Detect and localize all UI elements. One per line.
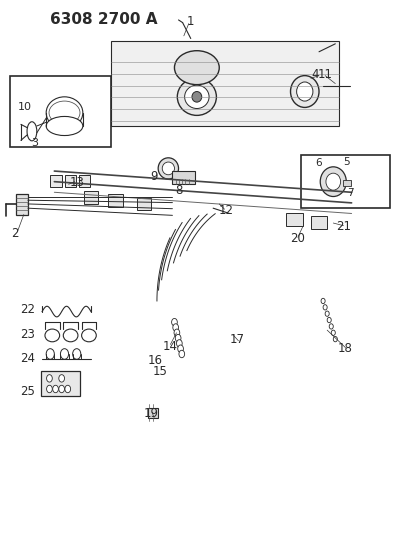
Ellipse shape (72, 349, 81, 359)
Ellipse shape (324, 311, 328, 317)
Text: 14: 14 (162, 340, 178, 352)
Ellipse shape (173, 324, 178, 331)
Ellipse shape (63, 329, 78, 342)
Bar (108, 194, 122, 207)
Text: 23: 23 (20, 328, 35, 341)
Text: 25: 25 (20, 385, 35, 398)
Bar (64, 175, 76, 187)
Ellipse shape (290, 76, 318, 108)
Text: 22: 22 (20, 303, 35, 317)
Text: 4: 4 (310, 68, 318, 80)
Text: 24: 24 (20, 352, 35, 365)
Ellipse shape (176, 340, 182, 347)
Text: 2: 2 (11, 227, 18, 240)
Text: 10: 10 (18, 102, 32, 112)
Text: 5: 5 (342, 157, 349, 166)
Ellipse shape (58, 375, 64, 382)
Text: 18: 18 (337, 342, 352, 355)
Ellipse shape (60, 349, 68, 359)
Text: 12: 12 (218, 204, 233, 217)
Ellipse shape (333, 336, 337, 342)
Ellipse shape (46, 97, 83, 128)
Ellipse shape (58, 385, 64, 393)
Bar (16, 195, 28, 215)
Text: 11: 11 (317, 68, 332, 80)
Text: 6308 2700 A: 6308 2700 A (50, 12, 157, 27)
Ellipse shape (177, 78, 216, 115)
Ellipse shape (158, 158, 178, 179)
Text: 17: 17 (229, 333, 245, 346)
Ellipse shape (320, 298, 324, 304)
Ellipse shape (174, 51, 219, 85)
Ellipse shape (322, 305, 326, 310)
Ellipse shape (175, 334, 180, 342)
Ellipse shape (81, 329, 96, 342)
Polygon shape (111, 41, 339, 126)
Bar (9, 76, 111, 147)
Ellipse shape (162, 162, 174, 175)
Text: 1: 1 (187, 14, 194, 28)
Ellipse shape (65, 385, 70, 393)
Ellipse shape (191, 92, 201, 102)
Ellipse shape (174, 329, 179, 336)
Ellipse shape (53, 385, 58, 393)
Bar (310, 216, 326, 229)
Text: 15: 15 (153, 365, 167, 378)
Text: 13: 13 (69, 176, 84, 189)
Bar (148, 408, 158, 418)
Text: 6: 6 (314, 158, 321, 168)
Text: 9: 9 (150, 170, 157, 183)
Ellipse shape (46, 349, 54, 359)
Ellipse shape (47, 385, 52, 393)
Ellipse shape (49, 101, 80, 124)
Ellipse shape (330, 330, 335, 335)
Text: 21: 21 (335, 220, 350, 233)
Ellipse shape (47, 375, 52, 382)
Ellipse shape (326, 317, 330, 322)
Bar (343, 180, 350, 186)
Ellipse shape (184, 85, 209, 109)
Ellipse shape (296, 82, 312, 101)
Bar (286, 213, 302, 226)
Text: 19: 19 (144, 407, 158, 421)
Ellipse shape (319, 167, 346, 197)
Bar (136, 198, 151, 211)
Ellipse shape (178, 350, 184, 358)
Bar (79, 175, 90, 187)
Bar (41, 371, 80, 397)
Ellipse shape (325, 173, 340, 190)
Text: 3: 3 (31, 139, 38, 149)
Bar (300, 155, 389, 208)
Text: 7: 7 (346, 188, 353, 198)
Text: 8: 8 (175, 184, 182, 197)
Ellipse shape (45, 329, 59, 342)
Bar (172, 171, 194, 184)
Ellipse shape (177, 345, 183, 352)
Ellipse shape (27, 122, 37, 141)
Bar (83, 191, 98, 204)
Text: 16: 16 (148, 354, 162, 367)
Ellipse shape (46, 116, 83, 135)
Ellipse shape (171, 318, 177, 326)
Bar (50, 175, 61, 187)
Ellipse shape (328, 324, 333, 329)
Text: 20: 20 (290, 232, 305, 245)
